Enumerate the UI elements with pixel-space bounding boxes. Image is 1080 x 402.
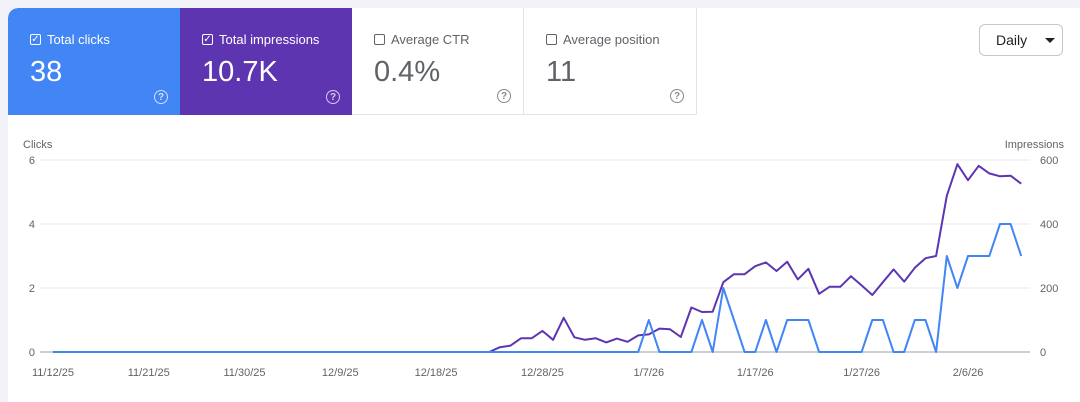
- y-tick-left: 0: [29, 347, 35, 359]
- x-tick: 12/9/25: [322, 367, 359, 379]
- y-axis-label-right: Impressions: [1005, 139, 1065, 151]
- metric-value: 10.7K: [202, 56, 278, 88]
- x-tick: 12/28/25: [521, 367, 564, 379]
- metric-label: Average position: [546, 32, 660, 47]
- x-tick: 1/17/26: [737, 367, 774, 379]
- metric-name: Total impressions: [219, 32, 320, 47]
- metric-card-total-impressions[interactable]: ✓ Total impressions 10.7K ?: [180, 8, 352, 115]
- checkbox-checked-icon[interactable]: ✓: [202, 33, 213, 45]
- performance-panel: ✓ Total clicks 38 ? ✓ Total impressions 10…: [8, 8, 1080, 402]
- x-tick: 11/12/25: [32, 367, 74, 379]
- metric-label: Average CTR: [374, 32, 470, 47]
- metric-label: ✓ Total impressions: [202, 32, 319, 47]
- series-line-clicks: [53, 223, 1023, 353]
- period-select-value: Daily: [996, 32, 1028, 48]
- series-line-impressions: [53, 163, 1022, 353]
- metric-value: 38: [30, 56, 63, 88]
- question-circle-icon[interactable]: ?: [154, 90, 168, 104]
- y-tick-right: 600: [1040, 155, 1058, 167]
- metric-value: 0.4%: [374, 56, 441, 88]
- metric-label: ✓ Total clicks: [30, 32, 110, 47]
- x-tick: 11/30/25: [224, 367, 266, 379]
- x-tick: 1/7/26: [634, 367, 665, 379]
- y-tick-left: 2: [29, 283, 35, 295]
- caret-down-icon: [1045, 37, 1056, 43]
- x-tick: 12/18/25: [415, 367, 458, 379]
- metric-value: 11: [546, 56, 577, 88]
- metric-name: Average CTR: [391, 32, 470, 47]
- period-select[interactable]: Daily: [979, 24, 1063, 56]
- metric-name: Total clicks: [47, 32, 110, 47]
- question-circle-icon[interactable]: ?: [497, 89, 511, 103]
- question-circle-icon[interactable]: ?: [326, 90, 340, 104]
- y-tick-right: 0: [1040, 347, 1046, 359]
- question-circle-icon[interactable]: ?: [670, 89, 684, 103]
- checkbox-unchecked-icon[interactable]: [546, 34, 557, 45]
- y-tick-right: 200: [1040, 283, 1058, 295]
- y-tick-left: 4: [29, 219, 35, 231]
- y-tick-left: 6: [29, 155, 35, 167]
- metric-card-total-clicks[interactable]: ✓ Total clicks 38 ?: [8, 8, 180, 115]
- x-tick: 2/6/26: [953, 367, 984, 379]
- x-tick: 11/21/25: [128, 367, 170, 379]
- metric-card-average-position[interactable]: Average position 11 ?: [524, 8, 697, 115]
- y-tick-right: 400: [1040, 219, 1058, 231]
- metric-name: Average position: [563, 32, 660, 47]
- metric-card-average-ctr[interactable]: Average CTR 0.4% ?: [352, 8, 524, 115]
- x-tick: 1/27/26: [843, 367, 880, 379]
- checkbox-checked-icon[interactable]: ✓: [30, 33, 41, 45]
- y-axis-label-left: Clicks: [23, 139, 53, 151]
- checkbox-unchecked-icon[interactable]: [374, 34, 385, 45]
